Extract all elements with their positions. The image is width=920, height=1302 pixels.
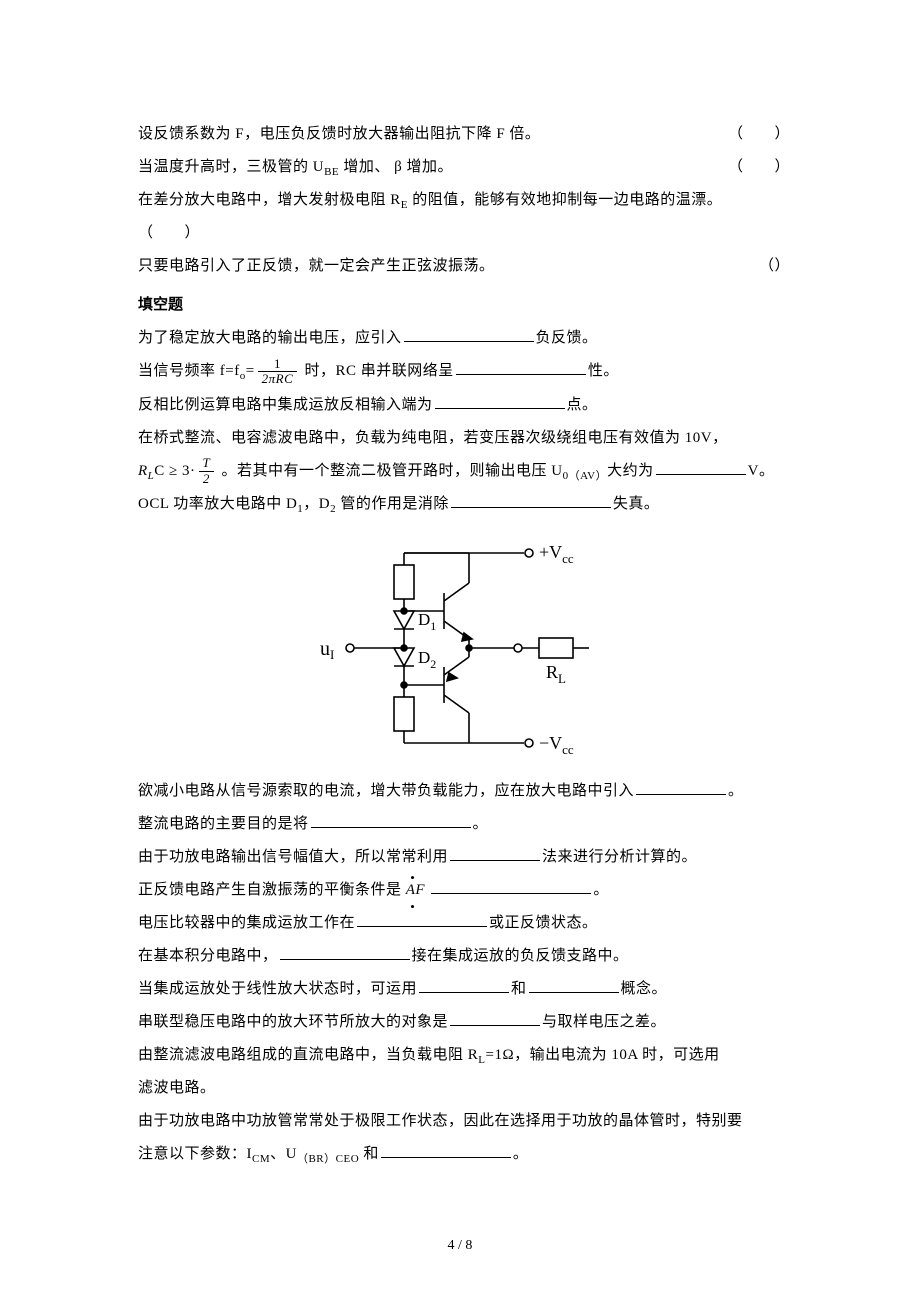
blank xyxy=(636,780,726,795)
tf-item: 只要电路引入了正反馈，就一定会产生正弦波振荡。 （） xyxy=(138,250,790,283)
blank xyxy=(456,360,586,375)
tf-item: 在差分放大电路中，增大发射极电阻 RE 的阻值，能够有效地抑制每一边电路的温漂。 xyxy=(138,184,790,217)
tf-paren: （ ） xyxy=(728,151,790,184)
fb-item: 当信号频率 f=fo=12πRC 时，RC 串并联网络呈性。 xyxy=(138,355,790,388)
fb-item: 由整流滤波电路组成的直流电路中，当负载电阻 RL=1Ω，输出电流为 10A 时，… xyxy=(138,1039,790,1072)
tf-item: 当温度升高时，三极管的 UBE 增加、 β 增加。 （ ） xyxy=(138,151,790,184)
d2-label: D2 xyxy=(418,648,436,671)
blank xyxy=(381,1143,511,1158)
fb-item: 整流电路的主要目的是将。 xyxy=(138,808,790,841)
fb-item: 由于功放电路中功放管常常处于极限工作状态，因此在选择用于功放的晶体管时，特别要 xyxy=(138,1105,790,1138)
blank xyxy=(419,978,509,993)
rl-label: RL xyxy=(546,662,566,686)
tf-item: 设反馈系数为 F，电压负反馈时放大器输出阻抗下降 F 倍。 （ ） xyxy=(138,118,790,151)
tf-paren: （） xyxy=(759,250,790,283)
fb-item: 当集成运放处于线性放大状态时，可运用和概念。 xyxy=(138,973,790,1006)
d1-label: D1 xyxy=(418,610,436,633)
section-title: 填空题 xyxy=(138,289,790,322)
vcc-plus-label: +Vcc xyxy=(539,542,574,566)
vcc-minus-label: −Vcc xyxy=(539,733,574,757)
blank xyxy=(656,460,746,475)
ui-label: uI xyxy=(320,638,334,662)
tf-paren: （ ） xyxy=(728,118,790,151)
tf-text: 只要电路引入了正反馈，就一定会产生正弦波振荡。 xyxy=(138,250,495,283)
fb-item: OCL 功率放大电路中 D1，D2 管的作用是消除失真。 xyxy=(138,488,790,521)
blank xyxy=(450,846,540,861)
blank xyxy=(451,493,611,508)
blank xyxy=(450,1011,540,1026)
fb-item: 串联型稳压电路中的放大环节所放大的对象是与取样电压之差。 xyxy=(138,1006,790,1039)
fb-item: 在基本积分电路中，接在集成运放的负反馈支路中。 xyxy=(138,940,790,973)
fb-item: 为了稳定放大电路的输出电压，应引入负反馈。 xyxy=(138,322,790,355)
fb-item: 欲减小电路从信号源索取的电流，增大带负载能力，应在放大电路中引入。 xyxy=(138,775,790,808)
blank xyxy=(404,327,534,342)
circuit-diagram: +Vcc −Vcc D1 D2 uI RL xyxy=(138,533,790,763)
blank xyxy=(311,813,471,828)
af-dot: • •AF xyxy=(406,874,425,907)
fb-item: 反相比例运算电路中集成运放反相输入端为点。 xyxy=(138,389,790,422)
fraction: 12πRC xyxy=(258,357,298,387)
blank xyxy=(529,978,619,993)
fraction: T2 xyxy=(199,456,215,486)
page-number: 4 / 8 xyxy=(0,1238,920,1254)
blank xyxy=(431,879,591,894)
fb-item: 由于功放电路输出信号幅值大，所以常常利用法来进行分析计算的。 xyxy=(138,841,790,874)
tf-text: 设反馈系数为 F，电压负反馈时放大器输出阻抗下降 F 倍。 xyxy=(138,118,540,151)
fb-item: 滤波电路。 xyxy=(138,1072,790,1105)
fb-item: 在桥式整流、电容滤波电路中，负载为纯电阻，若变压器次级绕组电压有效值为 10V， xyxy=(138,422,790,455)
blank xyxy=(280,945,410,960)
blank xyxy=(435,394,565,409)
tf-text: 当温度升高时，三极管的 UBE 增加、 β 增加。 xyxy=(138,151,453,184)
fb-item: 注意以下参数：ICM、U（BR）CEO 和。 xyxy=(138,1138,790,1171)
fb-item: 电压比较器中的集成运放工作在或正反馈状态。 xyxy=(138,907,790,940)
fb-item: RLC ≥ 3·T2 。若其中有一个整流二极管开路时，则输出电压 U0（AV）大… xyxy=(138,455,790,488)
tf-paren-row: （ ） xyxy=(138,217,790,250)
fb-item: 正反馈电路产生自激振荡的平衡条件是 • •AF 。 xyxy=(138,874,790,907)
